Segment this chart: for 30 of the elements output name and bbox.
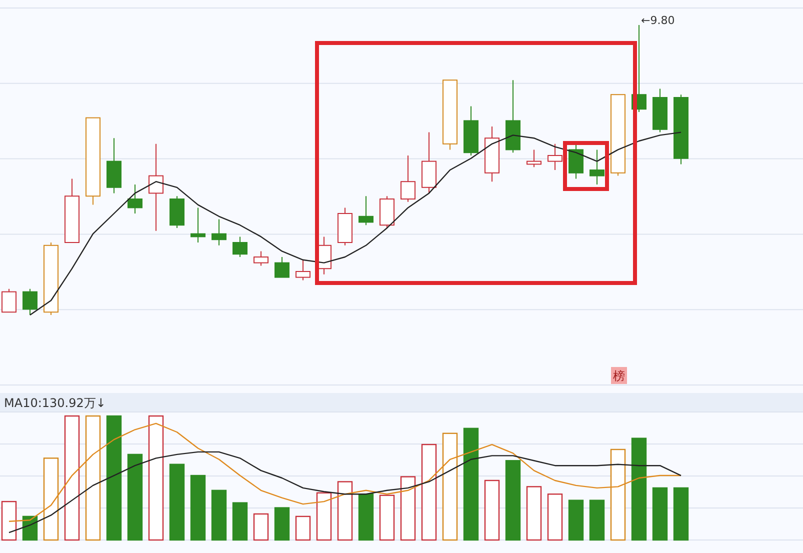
bar bbox=[148, 415, 164, 541]
bar bbox=[463, 428, 479, 541]
bar bbox=[526, 486, 542, 541]
bar bbox=[295, 516, 311, 541]
bar bbox=[547, 494, 563, 541]
bar bbox=[673, 487, 689, 541]
bar bbox=[589, 500, 605, 541]
bar bbox=[106, 415, 122, 541]
bar bbox=[568, 500, 584, 541]
bar bbox=[127, 454, 143, 541]
bar bbox=[64, 415, 80, 541]
bar bbox=[211, 490, 227, 541]
bar bbox=[652, 487, 668, 541]
bar bbox=[505, 460, 521, 541]
annotation: ←9.80 bbox=[641, 14, 675, 27]
chart-title: MA10:130.92万↓ bbox=[4, 396, 106, 410]
bar bbox=[358, 494, 374, 541]
bar bbox=[400, 476, 416, 541]
bar bbox=[379, 494, 395, 541]
bar bbox=[190, 474, 206, 541]
bar bbox=[232, 502, 248, 541]
bar bbox=[316, 492, 332, 541]
bar bbox=[169, 464, 185, 541]
bar bbox=[274, 507, 290, 541]
text: 榜 bbox=[613, 369, 625, 383]
bar bbox=[484, 480, 500, 541]
bar bbox=[337, 481, 353, 541]
bar bbox=[421, 444, 437, 541]
bar bbox=[631, 438, 647, 541]
bar bbox=[253, 513, 269, 541]
